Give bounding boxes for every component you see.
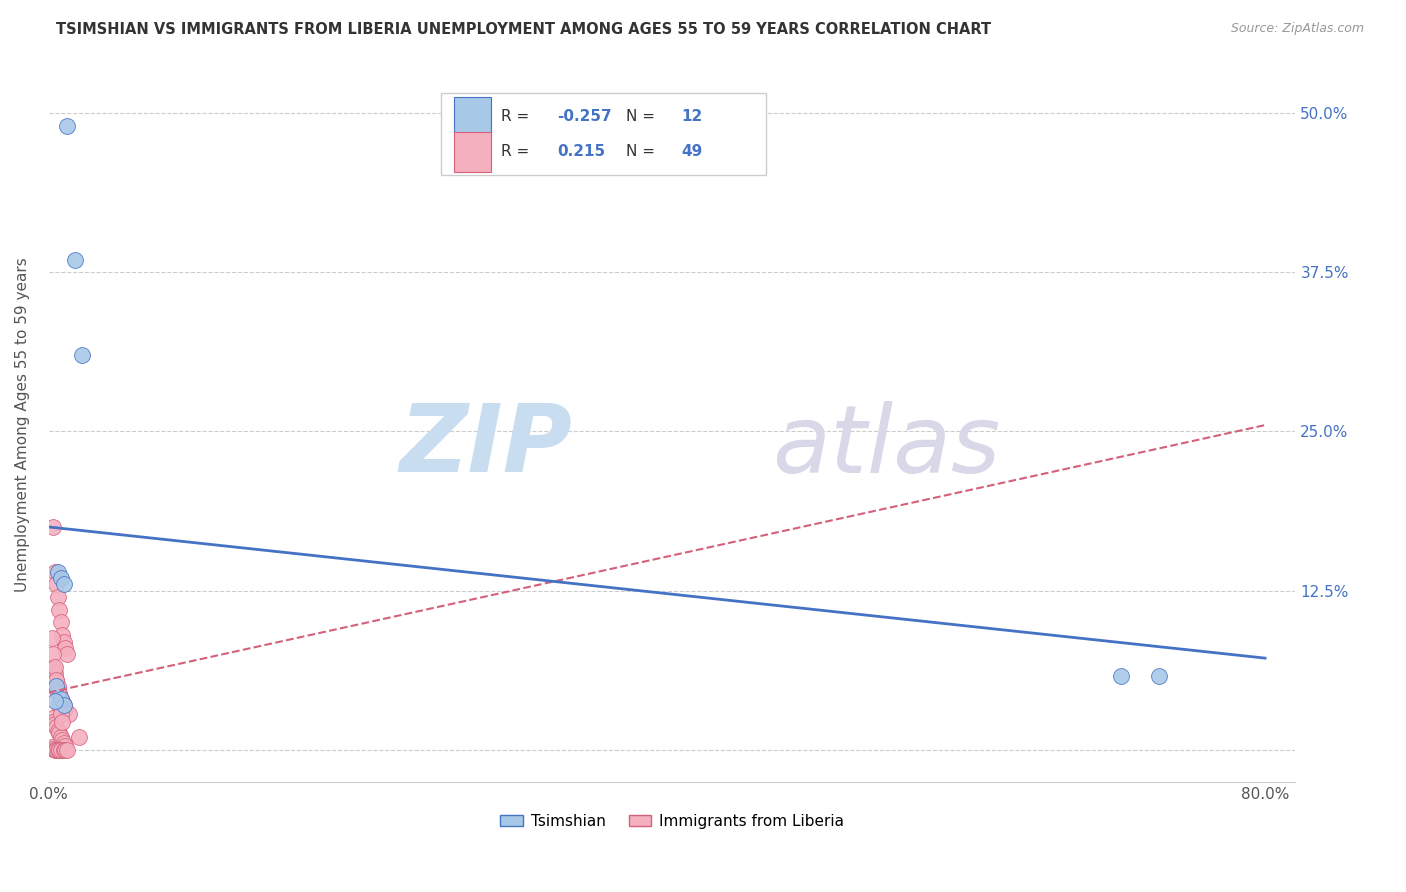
Point — [44, 660, 66, 674]
Point — [1147, 669, 1170, 683]
Point — [51, 694, 73, 708]
Point — [55, 743, 77, 757]
Point — [56, 648, 79, 662]
Point — [45, 743, 67, 757]
Point — [42, 520, 65, 534]
Text: -0.257: -0.257 — [557, 109, 612, 124]
Point — [44, 666, 66, 681]
Text: R =: R = — [502, 145, 534, 160]
Point — [42, 741, 65, 756]
Point — [56, 743, 79, 757]
Text: TSIMSHIAN VS IMMIGRANTS FROM LIBERIA UNEMPLOYMENT AMONG AGES 55 TO 59 YEARS CORR: TSIMSHIAN VS IMMIGRANTS FROM LIBERIA UNE… — [56, 22, 991, 37]
Point — [46, 685, 69, 699]
Point — [51, 628, 73, 642]
Point — [58, 707, 80, 722]
Point — [44, 717, 66, 731]
Point — [46, 743, 69, 757]
Point — [46, 679, 69, 693]
FancyBboxPatch shape — [454, 132, 491, 171]
Point — [45, 679, 67, 693]
Legend: Tsimshian, Immigrants from Liberia: Tsimshian, Immigrants from Liberia — [494, 807, 851, 835]
Point — [52, 736, 75, 750]
Point — [45, 673, 67, 687]
Point — [42, 714, 65, 729]
Point — [44, 694, 66, 708]
Point — [42, 648, 65, 662]
Point — [45, 673, 67, 687]
Point — [41, 711, 63, 725]
Point — [49, 692, 72, 706]
Text: N =: N = — [626, 145, 659, 160]
Point — [67, 730, 90, 744]
Point — [48, 726, 70, 740]
Point — [49, 692, 72, 706]
Point — [48, 685, 70, 699]
Point — [1109, 669, 1132, 683]
Point — [49, 743, 72, 757]
Point — [52, 698, 75, 713]
Point — [55, 739, 77, 753]
Point — [44, 743, 66, 757]
Point — [55, 640, 77, 655]
Point — [48, 603, 70, 617]
Point — [52, 698, 75, 713]
Point — [56, 119, 79, 133]
Text: 0.215: 0.215 — [557, 145, 606, 160]
Point — [52, 634, 75, 648]
Point — [55, 702, 77, 716]
Point — [49, 730, 72, 744]
Point — [41, 631, 63, 645]
Point — [70, 348, 93, 362]
Point — [46, 565, 69, 579]
Text: 12: 12 — [681, 109, 702, 124]
Point — [51, 732, 73, 747]
Point — [45, 720, 67, 734]
Text: Source: ZipAtlas.com: Source: ZipAtlas.com — [1230, 22, 1364, 36]
FancyBboxPatch shape — [454, 96, 491, 136]
Point — [63, 252, 86, 267]
Text: atlas: atlas — [772, 401, 1000, 492]
Point — [49, 707, 72, 722]
Point — [42, 660, 65, 674]
Point — [46, 590, 69, 604]
Point — [52, 577, 75, 591]
Text: ZIP: ZIP — [399, 401, 572, 492]
Point — [48, 743, 70, 757]
Text: 49: 49 — [681, 145, 702, 160]
Point — [44, 565, 66, 579]
Text: R =: R = — [502, 109, 534, 124]
Text: N =: N = — [626, 109, 659, 124]
Point — [49, 615, 72, 630]
Point — [45, 577, 67, 591]
FancyBboxPatch shape — [441, 94, 766, 176]
Y-axis label: Unemployment Among Ages 55 to 59 years: Unemployment Among Ages 55 to 59 years — [15, 258, 30, 592]
Point — [52, 743, 75, 757]
Point — [46, 723, 69, 738]
Point — [41, 740, 63, 755]
Point — [49, 571, 72, 585]
Point — [48, 698, 70, 713]
Point — [51, 714, 73, 729]
